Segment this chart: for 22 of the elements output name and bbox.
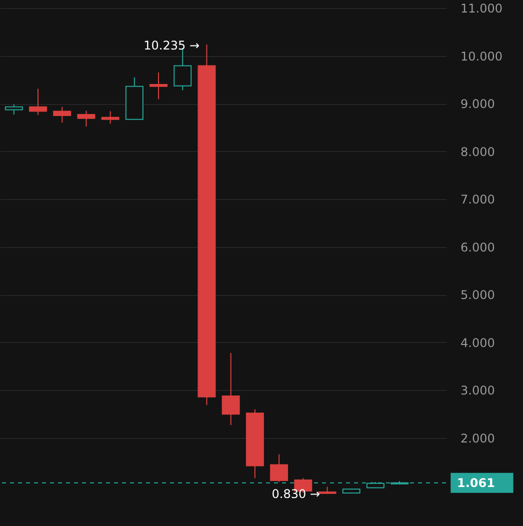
- y-tick-label: 4.000: [460, 336, 495, 350]
- candlestick: [53, 106, 72, 124]
- ref-line-label: 1.061: [457, 476, 495, 490]
- y-tick-label: 3.000: [460, 384, 495, 398]
- candlestick: [174, 48, 192, 91]
- y-tick-label: 8.000: [460, 144, 495, 159]
- candlestick: [101, 110, 120, 124]
- candlestick: [77, 110, 96, 127]
- y-tick-label: 9.000: [460, 97, 495, 112]
- y-tick-label: 11.000: [460, 2, 502, 16]
- y-tick-label: 7.000: [460, 192, 495, 207]
- candlestick: [150, 72, 168, 100]
- candlestick: [29, 88, 48, 116]
- y-tick-label: 5.000: [460, 288, 495, 302]
- y-tick-label: 6.000: [460, 240, 495, 254]
- y-tick-label: 10.000: [460, 49, 502, 64]
- annotation: 0.830 →: [272, 486, 320, 501]
- y-tick-label: 2.000: [460, 432, 495, 446]
- candlestick: [270, 454, 288, 482]
- candlestick: [4, 104, 23, 116]
- candlestick: [222, 352, 240, 426]
- annotation: 10.235 →: [144, 38, 200, 53]
